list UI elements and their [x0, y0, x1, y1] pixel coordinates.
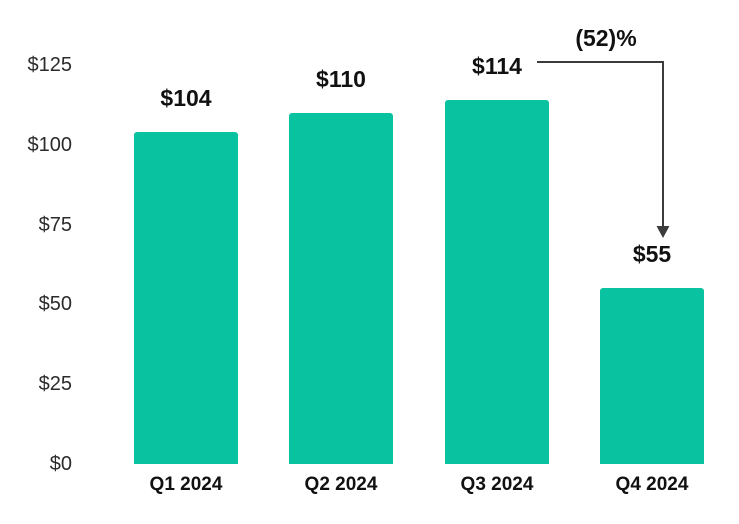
bar — [600, 288, 704, 464]
x-axis-category-label: Q3 2024 — [460, 474, 534, 495]
bar — [134, 132, 238, 464]
bar-value-label: $110 — [316, 65, 366, 92]
y-axis-tick-label: $25 — [38, 373, 72, 396]
y-axis-tick-label: $125 — [27, 54, 73, 76]
annotation-label: (52)% — [575, 25, 637, 51]
bar-value-label: $114 — [472, 53, 522, 80]
x-axis-category-label: Q4 2024 — [615, 474, 689, 495]
y-axis-tick-label: $50 — [38, 293, 72, 316]
bar — [289, 112, 393, 464]
decline-arrow-line — [537, 61, 664, 236]
bar-value-label: $104 — [160, 85, 212, 112]
x-axis-category-label: Q1 2024 — [149, 474, 223, 495]
bar-value-label: $55 — [632, 241, 672, 268]
x-axis-category-label: Q2 2024 — [304, 474, 378, 495]
y-axis-tick-label: $0 — [49, 453, 72, 475]
bar — [445, 100, 549, 464]
decline-arrow-head — [656, 226, 670, 238]
y-axis-tick-label: $100 — [27, 133, 73, 156]
y-axis-tick-label: $75 — [38, 213, 72, 236]
